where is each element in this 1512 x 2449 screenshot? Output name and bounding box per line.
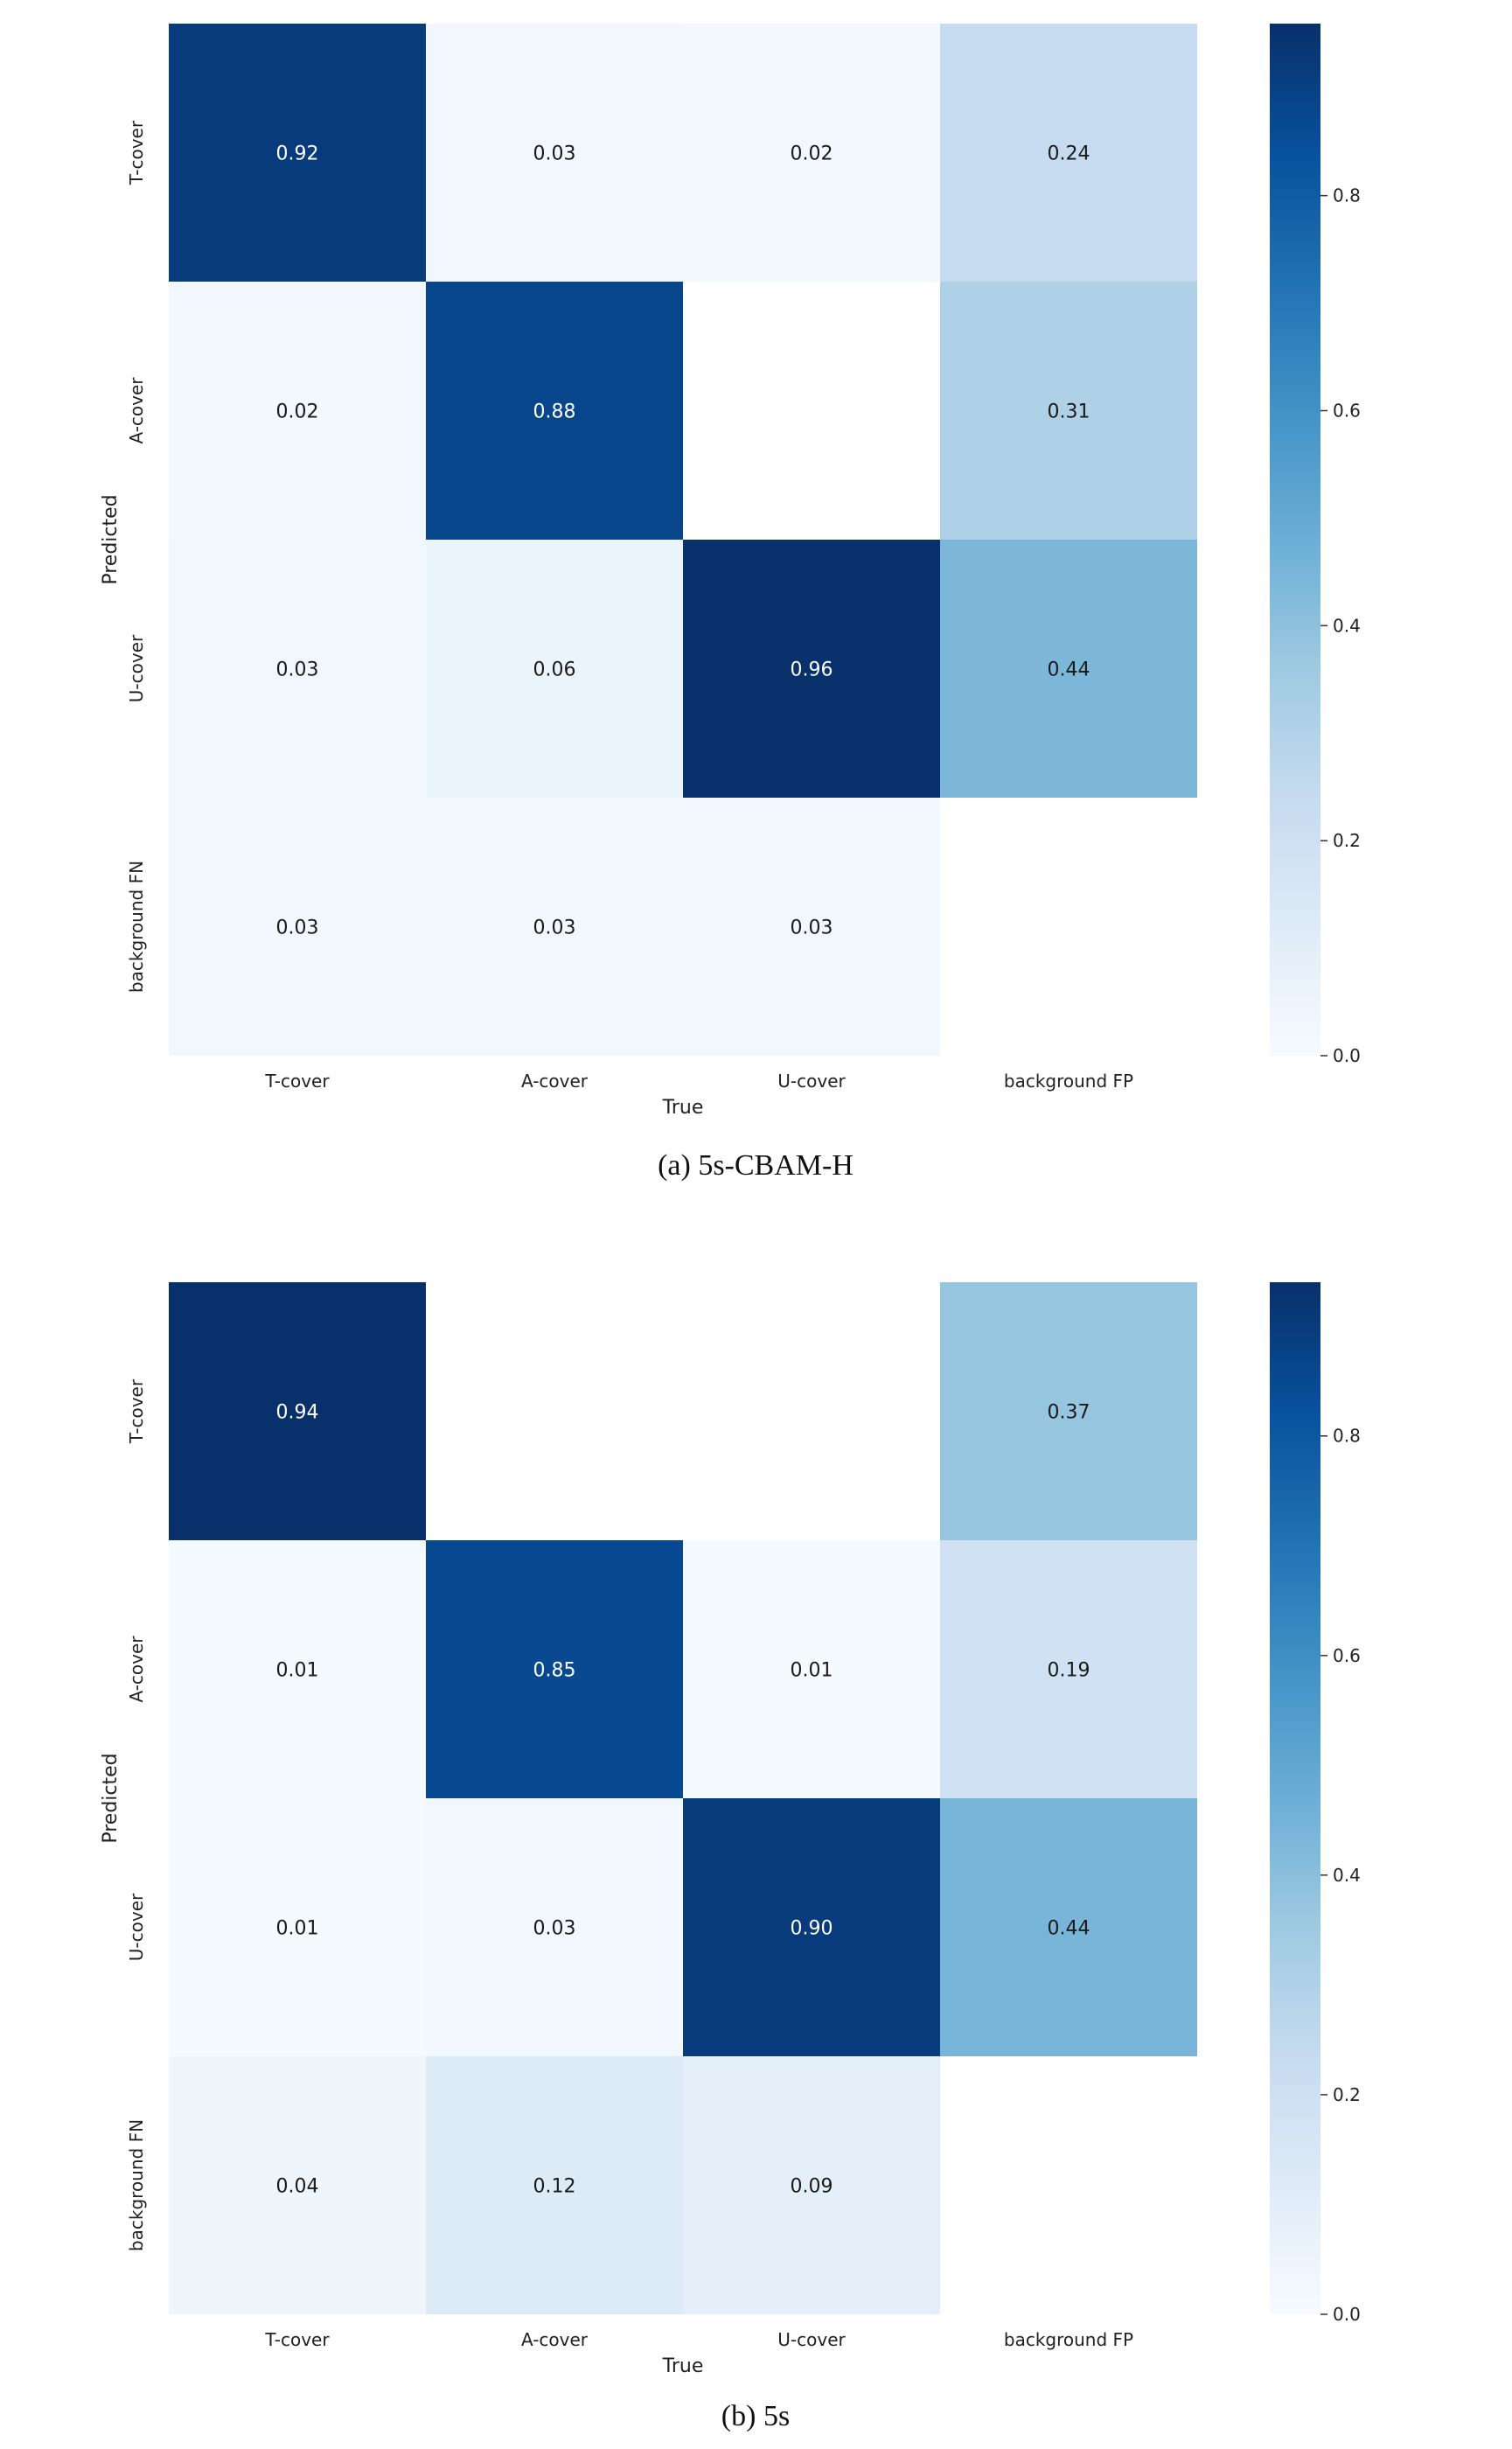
colorbar-tick-label: 0.4	[1333, 1865, 1361, 1886]
y-axis-title: Predicted	[100, 494, 122, 584]
heatmap-cell	[940, 1540, 1197, 1798]
cell-value-label: 0.92	[276, 143, 319, 165]
cell-value-label: 0.44	[1048, 659, 1090, 681]
heatmap-cell	[426, 798, 683, 1056]
cell-value-label: 0.31	[1048, 401, 1090, 423]
heatmap-cell	[683, 540, 940, 798]
y-tick-label: background FN	[126, 861, 147, 993]
colorbar-tick-label: 0.6	[1333, 401, 1361, 422]
cell-value-label: 0.09	[791, 2176, 833, 2198]
x-tick-label: background FP	[1004, 1071, 1133, 1092]
cell-value-label: 0.19	[1048, 1660, 1090, 1682]
cell-value-label: 0.03	[276, 659, 319, 681]
heatmap-cell	[940, 540, 1197, 798]
cell-value-label: 0.96	[791, 659, 833, 681]
cell-value-label: 0.03	[533, 1918, 576, 1940]
colorbar-tick-label: 0.8	[1333, 1426, 1361, 1447]
x-tick-label: A-cover	[521, 2329, 589, 2350]
colorbar-tick-label: 0.6	[1333, 1645, 1361, 1666]
heatmap-cell	[683, 24, 940, 282]
cell-value-label: 0.90	[791, 1918, 833, 1940]
x-tick-label: U-cover	[777, 1071, 846, 1092]
heatmap-panel-b: 0.94 0.37 0.01 0.85 0.01 0.19 0.01 0.03 0.90 0.44…	[100, 1282, 1361, 2432]
figure-caption: (b) 5s	[721, 2400, 790, 2432]
heatmap-cell	[169, 24, 426, 282]
x-axis-title: True	[662, 1097, 704, 1119]
heatmap-cell	[426, 540, 683, 798]
cell-value-label: 0.94	[276, 1402, 319, 1424]
heatmap-cell	[940, 282, 1197, 540]
cell-value-label: 0.24	[1048, 143, 1090, 165]
colorbar-tick-label: 0.0	[1333, 2304, 1361, 2325]
heatmap-cell	[169, 282, 426, 540]
heatmap-cell	[426, 2056, 683, 2314]
y-tick-label: U-cover	[126, 1893, 147, 1961]
x-tick-label: background FP	[1004, 2329, 1133, 2350]
colorbar-tick-label: 0.2	[1333, 830, 1361, 851]
y-axis-title: Predicted	[100, 1753, 122, 1843]
cell-value-label: 0.03	[533, 143, 576, 165]
x-tick-label: T-cover	[264, 2329, 330, 2350]
colorbar	[1270, 24, 1320, 1056]
heatmap-cell	[683, 1540, 940, 1798]
x-axis-title: True	[662, 2355, 704, 2377]
colorbar-tick-label: 0.2	[1333, 2084, 1361, 2105]
cell-value-label: 0.02	[276, 401, 319, 423]
cell-value-label: 0.37	[1048, 1402, 1090, 1424]
cell-value-label: 0.03	[791, 918, 833, 939]
cell-value-label: 0.01	[276, 1918, 319, 1940]
cell-value-label: 0.01	[791, 1660, 833, 1682]
cell-value-label: 0.03	[276, 918, 319, 939]
x-tick-label: A-cover	[521, 1071, 589, 1092]
heatmap-cell	[169, 1798, 426, 2056]
heatmap-cell	[169, 540, 426, 798]
heatmap-cell	[940, 24, 1197, 282]
heatmap-cell	[940, 1282, 1197, 1540]
heatmap-cell	[426, 1540, 683, 1798]
y-tick-label: A-cover	[126, 377, 147, 444]
heatmap-cell	[169, 1540, 426, 1798]
cell-value-label: 0.04	[276, 2176, 319, 2198]
heatmap-cell	[426, 282, 683, 540]
colorbar-tick-label: 0.8	[1333, 185, 1361, 206]
cell-value-label: 0.03	[533, 918, 576, 939]
x-tick-label: U-cover	[777, 2329, 846, 2350]
heatmap-cell	[683, 1798, 940, 2056]
heatmap-panel-a: 0.92 0.03 0.02 0.24 0.02 0.88 0.31 0.03 0.06 0.96…	[100, 24, 1361, 1182]
cell-value-label: 0.44	[1048, 1918, 1090, 1940]
heatmap-cell	[169, 798, 426, 1056]
y-tick-label: U-cover	[126, 634, 147, 702]
y-tick-label: A-cover	[126, 1636, 147, 1703]
y-tick-label: T-cover	[126, 1378, 147, 1444]
cell-value-label: 0.88	[533, 401, 576, 423]
y-tick-label: T-cover	[126, 120, 147, 185]
colorbar-tick-label: 0.0	[1333, 1045, 1361, 1066]
heatmap-cell	[169, 1282, 426, 1540]
figure-caption: (a) 5s-CBAM-H	[658, 1149, 854, 1182]
heatmap-cell	[426, 1798, 683, 2056]
y-tick-label: background FN	[126, 2119, 147, 2251]
heatmap-cell	[940, 1798, 1197, 2056]
heatmap-cell	[683, 798, 940, 1056]
heatmap-cell	[169, 2056, 426, 2314]
colorbar	[1270, 1282, 1320, 2314]
cell-value-label: 0.01	[276, 1660, 319, 1682]
cell-value-label: 0.06	[533, 659, 576, 681]
colorbar-tick-label: 0.4	[1333, 615, 1361, 636]
cell-value-label: 0.12	[533, 2176, 576, 2198]
x-tick-label: T-cover	[264, 1071, 330, 1092]
heatmap-cell	[683, 2056, 940, 2314]
cell-value-label: 0.02	[791, 143, 833, 165]
cell-value-label: 0.85	[533, 1660, 576, 1682]
heatmap-cell	[426, 24, 683, 282]
